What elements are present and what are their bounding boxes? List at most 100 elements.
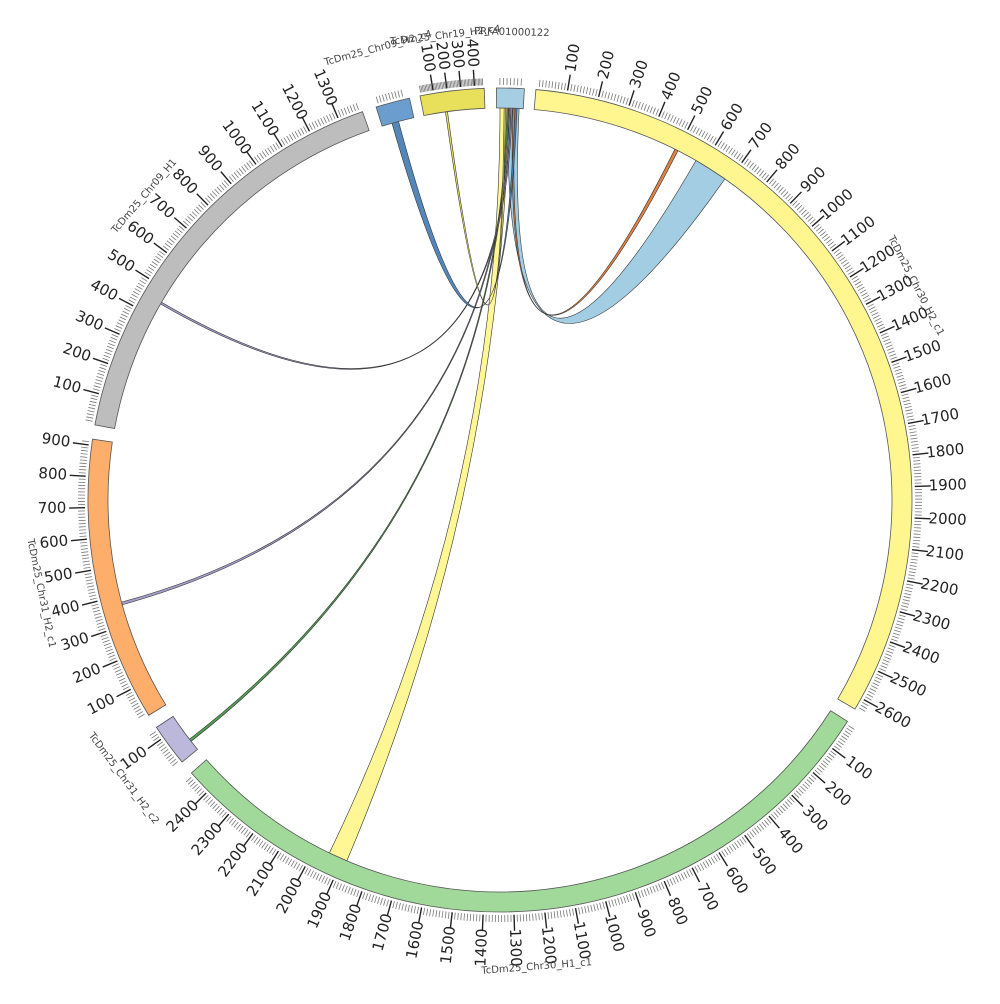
minor-tick bbox=[287, 136, 291, 142]
tick-label: 900 bbox=[797, 163, 830, 196]
minor-tick bbox=[336, 882, 339, 888]
minor-tick bbox=[560, 911, 561, 918]
major-tick bbox=[450, 912, 452, 928]
minor-tick bbox=[911, 559, 918, 560]
minor-tick bbox=[175, 231, 180, 235]
minor-tick bbox=[909, 568, 916, 569]
minor-tick bbox=[208, 800, 213, 805]
minor-tick bbox=[372, 895, 374, 902]
minor-tick bbox=[735, 842, 739, 848]
minor-tick bbox=[824, 237, 829, 241]
minor-tick bbox=[152, 262, 158, 266]
minor-tick bbox=[115, 670, 121, 673]
minor-tick bbox=[196, 207, 201, 212]
minor-tick bbox=[893, 633, 900, 635]
minor-tick bbox=[239, 826, 243, 831]
minor-tick bbox=[424, 85, 425, 92]
minor-tick bbox=[764, 175, 768, 180]
minor-tick bbox=[819, 765, 824, 769]
minor-tick bbox=[363, 892, 365, 899]
tick-label: 700 bbox=[745, 119, 776, 153]
minor-tick bbox=[865, 697, 871, 700]
minor-tick bbox=[133, 291, 139, 294]
minor-tick bbox=[405, 904, 407, 911]
minor-tick bbox=[139, 714, 145, 718]
minor-tick bbox=[414, 906, 415, 913]
segment-label-c30H1c1: TcDm25_Chr30_H1_c1 bbox=[480, 957, 593, 977]
minor-tick bbox=[379, 96, 381, 103]
minor-tick bbox=[97, 373, 104, 375]
minor-tick bbox=[112, 334, 118, 337]
minor-tick bbox=[895, 627, 902, 629]
minor-tick bbox=[887, 348, 894, 351]
minor-tick bbox=[650, 107, 653, 114]
tick-label: 800 bbox=[771, 140, 803, 174]
minor-tick bbox=[903, 400, 910, 402]
minor-tick bbox=[762, 822, 766, 827]
minor-tick bbox=[800, 786, 805, 791]
minor-tick bbox=[557, 911, 558, 918]
minor-tick bbox=[81, 454, 88, 455]
minor-tick bbox=[908, 425, 915, 426]
minor-tick bbox=[270, 146, 274, 152]
minor-tick bbox=[436, 83, 437, 90]
minor-tick bbox=[324, 117, 327, 123]
minor-tick bbox=[83, 564, 90, 565]
minor-tick bbox=[744, 159, 748, 165]
minor-tick bbox=[889, 354, 896, 356]
tick-label: 400 bbox=[463, 38, 483, 68]
minor-tick bbox=[896, 624, 903, 626]
minor-tick bbox=[551, 912, 552, 919]
minor-tick bbox=[898, 618, 905, 620]
minor-tick bbox=[296, 864, 299, 870]
minor-tick bbox=[217, 187, 222, 192]
minor-tick bbox=[798, 788, 803, 793]
major-tick bbox=[742, 150, 751, 163]
minor-tick bbox=[318, 119, 321, 125]
minor-tick bbox=[262, 151, 266, 157]
minor-tick bbox=[167, 241, 173, 245]
minor-tick bbox=[86, 417, 93, 418]
minor-tick bbox=[215, 806, 220, 811]
tick-label: 2400 bbox=[900, 638, 942, 668]
minor-tick bbox=[817, 768, 822, 773]
minor-tick bbox=[566, 910, 567, 917]
minor-tick bbox=[843, 733, 849, 737]
tick-label: 600 bbox=[717, 100, 747, 134]
minor-tick bbox=[118, 320, 124, 323]
major-tick bbox=[270, 851, 279, 865]
minor-tick bbox=[257, 155, 261, 161]
minor-tick bbox=[111, 337, 117, 340]
minor-tick bbox=[685, 122, 688, 128]
minor-tick bbox=[904, 403, 911, 405]
minor-tick bbox=[121, 314, 127, 317]
minor-tick bbox=[554, 911, 555, 918]
minor-tick bbox=[734, 151, 738, 157]
minor-tick bbox=[206, 797, 211, 802]
minor-tick bbox=[103, 640, 110, 642]
minor-tick bbox=[826, 239, 832, 243]
minor-tick bbox=[114, 667, 120, 670]
tick-label: 800 bbox=[664, 895, 692, 928]
minor-tick bbox=[662, 111, 665, 117]
minor-tick bbox=[305, 868, 308, 874]
minor-tick bbox=[132, 703, 138, 706]
minor-tick bbox=[449, 81, 450, 88]
minor-tick bbox=[588, 906, 589, 913]
minor-tick bbox=[210, 802, 215, 807]
minor-tick bbox=[88, 592, 95, 594]
minor-tick bbox=[830, 244, 836, 248]
minor-tick bbox=[580, 86, 581, 93]
minor-tick bbox=[103, 358, 110, 360]
major-tick bbox=[82, 601, 98, 605]
minor-tick bbox=[126, 692, 132, 695]
minor-tick bbox=[90, 598, 97, 600]
minor-tick bbox=[698, 865, 701, 871]
minor-tick bbox=[902, 394, 909, 396]
minor-tick bbox=[627, 895, 629, 902]
minor-tick bbox=[327, 879, 330, 885]
major-tick bbox=[302, 117, 309, 131]
major-tick bbox=[73, 443, 89, 445]
minor-tick bbox=[899, 615, 906, 617]
